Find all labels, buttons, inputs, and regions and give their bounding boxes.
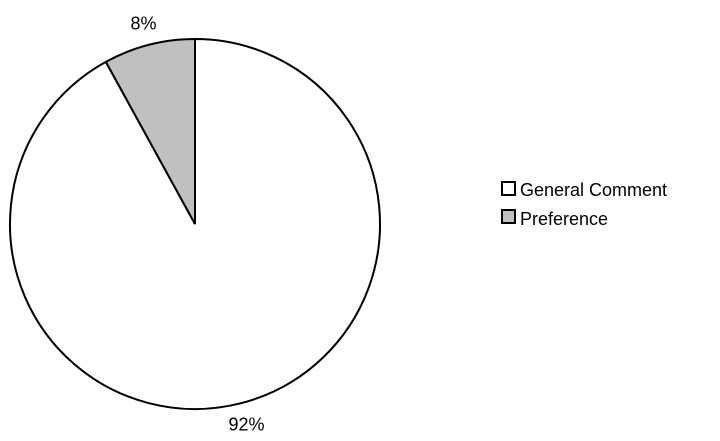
legend-label-general-comment: General Comment <box>520 180 667 200</box>
data-label-general-comment: 92% <box>228 414 264 434</box>
data-label-preference: 8% <box>131 14 157 34</box>
chart-legend: General Comment Preference <box>501 180 667 229</box>
legend-swatch-preference <box>501 209 516 224</box>
pie-slices <box>9 37 381 410</box>
pie-slice-preference <box>104 37 196 225</box>
pie-data-labels: 92% 8% <box>131 14 265 435</box>
legend-swatch-general-comment <box>501 181 516 196</box>
legend-label-preference: Preference <box>520 209 608 229</box>
